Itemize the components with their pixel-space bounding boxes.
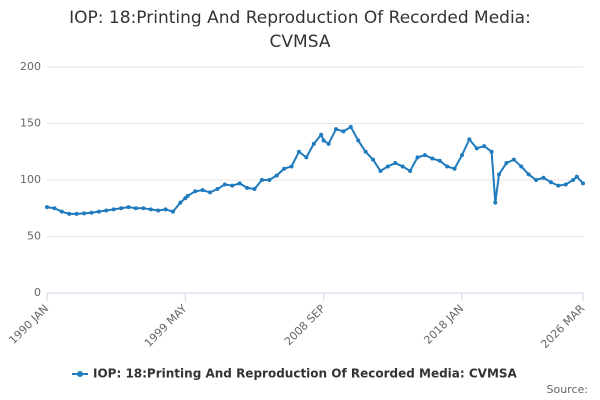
point <box>259 178 264 182</box>
y-tick-label: 100 <box>20 173 41 186</box>
point <box>452 166 457 171</box>
point <box>282 166 287 171</box>
point <box>363 149 368 154</box>
point <box>89 210 94 215</box>
point <box>141 206 146 211</box>
point <box>534 178 539 182</box>
point <box>96 209 101 214</box>
point <box>563 182 568 187</box>
point <box>193 189 198 194</box>
point <box>393 161 398 166</box>
legend-marker <box>77 371 83 377</box>
point <box>170 209 175 214</box>
point <box>459 153 464 158</box>
point <box>148 207 153 212</box>
point <box>52 206 57 211</box>
point <box>215 187 220 192</box>
point <box>574 174 579 179</box>
point <box>289 164 294 169</box>
point <box>311 141 316 146</box>
point <box>341 129 346 134</box>
point <box>178 200 183 205</box>
point <box>274 173 279 178</box>
point <box>200 188 205 193</box>
point <box>119 206 124 211</box>
point <box>67 211 72 216</box>
point <box>371 157 376 162</box>
point <box>45 205 49 210</box>
point <box>581 181 585 186</box>
point <box>333 127 338 132</box>
point <box>519 164 524 169</box>
point <box>408 168 413 173</box>
point <box>111 207 116 212</box>
point <box>415 155 420 160</box>
point <box>185 193 190 198</box>
point <box>437 158 442 163</box>
y-tick-label: 0 <box>34 286 41 299</box>
point <box>511 157 516 162</box>
legend-label: IOP: 18:Printing And Reproduction Of Rec… <box>93 367 518 381</box>
chart-title: IOP: 18:Printing And Reproduction Of Rec… <box>69 8 531 28</box>
point <box>82 211 87 216</box>
point <box>59 209 64 214</box>
point <box>321 138 326 143</box>
point <box>126 205 131 210</box>
point <box>326 141 331 146</box>
point <box>482 144 487 149</box>
point <box>493 200 498 205</box>
point <box>556 183 561 188</box>
point <box>267 178 272 182</box>
point <box>489 149 494 154</box>
point <box>430 156 435 161</box>
point <box>445 164 450 169</box>
x-tick-label: 1999 MAY <box>142 302 190 350</box>
x-tick-label: 2026 MAR <box>538 302 587 351</box>
point <box>222 182 227 187</box>
source: Source: <box>547 383 589 396</box>
point <box>378 168 383 173</box>
point <box>104 208 109 213</box>
point <box>319 132 324 137</box>
point <box>548 180 553 185</box>
point <box>526 172 531 177</box>
point <box>400 164 405 169</box>
point <box>541 175 546 180</box>
x-tick-label: 2008 SEP <box>282 302 328 348</box>
point <box>422 153 427 158</box>
y-tick-label: 50 <box>27 230 41 243</box>
point <box>237 181 242 186</box>
point <box>208 190 213 195</box>
point <box>497 172 502 177</box>
point <box>385 164 390 169</box>
point <box>304 155 309 160</box>
point <box>467 137 472 142</box>
point <box>230 183 235 188</box>
point <box>474 146 479 151</box>
point <box>245 185 250 190</box>
y-tick-label: 200 <box>20 60 41 73</box>
point <box>571 178 576 182</box>
point <box>133 206 138 211</box>
y-tick-label: 150 <box>20 117 41 130</box>
point <box>163 207 168 212</box>
x-tick-label: 1990 JAN <box>6 302 51 347</box>
chart-subtitle: CVMSA <box>270 32 331 52</box>
series-line <box>46 125 584 215</box>
point <box>296 149 301 154</box>
point <box>156 208 161 213</box>
point <box>74 211 79 216</box>
point <box>252 187 257 192</box>
point <box>348 124 353 129</box>
x-tick-label: 2018 JAN <box>421 302 466 347</box>
point <box>504 161 509 166</box>
point <box>356 138 361 143</box>
